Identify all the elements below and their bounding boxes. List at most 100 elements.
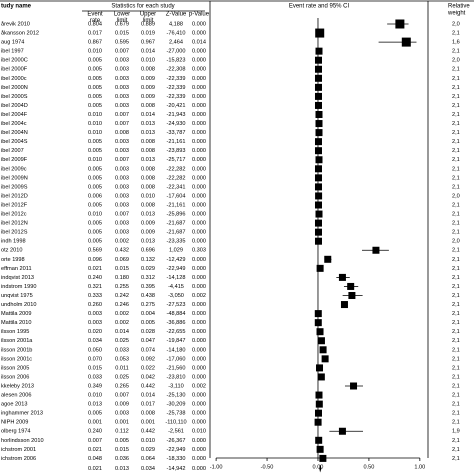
stat-cell: -22,308	[167, 67, 186, 73]
stat-cell: -27,000	[167, 49, 186, 55]
stat-cell: 0.255	[115, 284, 129, 290]
stat-cell: 0.013	[141, 121, 155, 127]
study-name: åkansson 2012	[1, 30, 39, 37]
stat-cell: 0.000	[192, 130, 206, 136]
stat-cell: -22,282	[167, 175, 186, 181]
stat-cell: 0.000	[192, 139, 206, 145]
stat-cell: -17,604	[167, 193, 186, 199]
study-name: ibel 2004S	[1, 139, 28, 145]
weight-cell: 2,0	[452, 21, 460, 27]
stat-cell: 0.349	[88, 383, 102, 389]
stat-cell: 0.070	[88, 356, 102, 362]
stat-cell: 0.014	[115, 329, 129, 335]
stat-cell: 0.014	[141, 49, 155, 55]
stat-cell: 0.036	[115, 456, 129, 462]
stat-cell: 0.000	[192, 320, 206, 326]
stat-cell: 0.002	[115, 239, 129, 245]
stat-cell: 0.432	[115, 248, 129, 254]
effect-square	[314, 228, 322, 236]
stat-cell: 0.003	[115, 103, 129, 109]
weight-cell: 1,9	[452, 429, 460, 435]
stat-cell: 0.569	[88, 248, 102, 254]
study-name: Mattila 2009	[1, 311, 31, 317]
stat-cell: 0.005	[88, 175, 102, 181]
stat-cell: -27,523	[167, 302, 186, 308]
stat-cell: 0.005	[88, 85, 102, 91]
stat-cell: 0.015	[115, 31, 129, 37]
effect-square	[314, 201, 322, 209]
effect-square	[324, 255, 332, 263]
weight-cell: 2,1	[452, 175, 460, 181]
stat-cell: 0.000	[192, 356, 206, 362]
stat-cell: 0.442	[141, 429, 155, 435]
stat-cell: 0.008	[141, 411, 155, 417]
stat-cell: 0.005	[88, 221, 102, 227]
stat-cell: 0.008	[141, 103, 155, 109]
study-name: ibel 2009F	[1, 157, 28, 163]
weight-cell: 2,1	[452, 31, 460, 37]
effect-square	[314, 74, 322, 82]
study-name: ibel 2012c	[1, 212, 27, 218]
stat-cell: -25,130	[167, 393, 186, 399]
stat-cell: -20,421	[167, 103, 186, 109]
stat-cell: -30,209	[167, 402, 186, 408]
stat-cell: 0.000	[192, 49, 206, 55]
stat-cell: 0.000	[192, 94, 206, 100]
stat-cell: 0.008	[141, 202, 155, 208]
weight-cell: 2,0	[452, 58, 460, 64]
study-name: indh 1998	[1, 239, 26, 245]
plot-header: Event rate and 95% CI	[289, 4, 350, 10]
stat-cell: -3,110	[168, 383, 183, 389]
study-name: ibel 2000N	[1, 85, 28, 91]
stat-cell: 0.008	[141, 67, 155, 73]
stat-cell: 0.003	[115, 175, 129, 181]
stat-cell: 0.017	[141, 402, 155, 408]
weight-cell: 2,1	[452, 293, 460, 299]
stat-cell: 0.000	[192, 166, 206, 172]
summary-cell: -14,942	[167, 466, 186, 472]
stat-cell: -23,893	[167, 148, 186, 154]
study-name: indstrom 1990	[1, 284, 36, 290]
study-name: olberg 1974	[1, 429, 31, 435]
summary-cell: 0.013	[115, 466, 129, 472]
stat-cell: 0.005	[88, 58, 102, 64]
weight-cell: 2,1	[452, 438, 460, 444]
stat-cell: 0.002	[192, 293, 206, 299]
stat-cell: 0.008	[141, 175, 155, 181]
stat-cell: 0.042	[141, 374, 155, 380]
effect-square	[315, 192, 323, 200]
stat-cell: 0.005	[88, 166, 102, 172]
weight-cell: 2,1	[452, 456, 460, 462]
summary-diamond	[319, 464, 322, 473]
column-header: Event	[87, 12, 103, 18]
weight-cell: 2,1	[452, 112, 460, 118]
weight-cell: 2,1	[452, 248, 460, 254]
stat-cell: -22,949	[167, 266, 186, 272]
effect-square	[314, 219, 322, 227]
stat-cell: 0.007	[115, 49, 129, 55]
stat-cell: 0.008	[141, 184, 155, 190]
stat-cell: -22,341	[167, 184, 186, 190]
stat-cell: 0.000	[192, 302, 206, 308]
stat-cell: 2,464	[169, 40, 183, 46]
study-name: undholm 2010	[1, 302, 36, 308]
stat-cell: 0.069	[115, 257, 129, 263]
stat-cell: 0.000	[192, 230, 206, 236]
effect-square	[315, 210, 323, 218]
stat-cell: 0.889	[141, 21, 155, 27]
stat-cell: 0.265	[115, 383, 129, 389]
effect-square	[316, 328, 324, 336]
study-name: ibel 2004D	[1, 103, 28, 109]
stat-cell: 0.010	[141, 438, 155, 444]
weight-cell: 2,1	[452, 266, 460, 272]
effect-square	[319, 346, 327, 354]
stat-cell: 0.000	[192, 338, 206, 344]
stat-cell: 0.008	[115, 130, 129, 136]
stat-cell: 0.053	[115, 356, 129, 362]
stat-cell: 0.007	[115, 121, 129, 127]
effect-square	[314, 310, 322, 318]
stat-cell: 0.029	[141, 447, 155, 453]
stat-cell: -17,060	[167, 356, 186, 362]
stat-cell: 0.010	[141, 58, 155, 64]
